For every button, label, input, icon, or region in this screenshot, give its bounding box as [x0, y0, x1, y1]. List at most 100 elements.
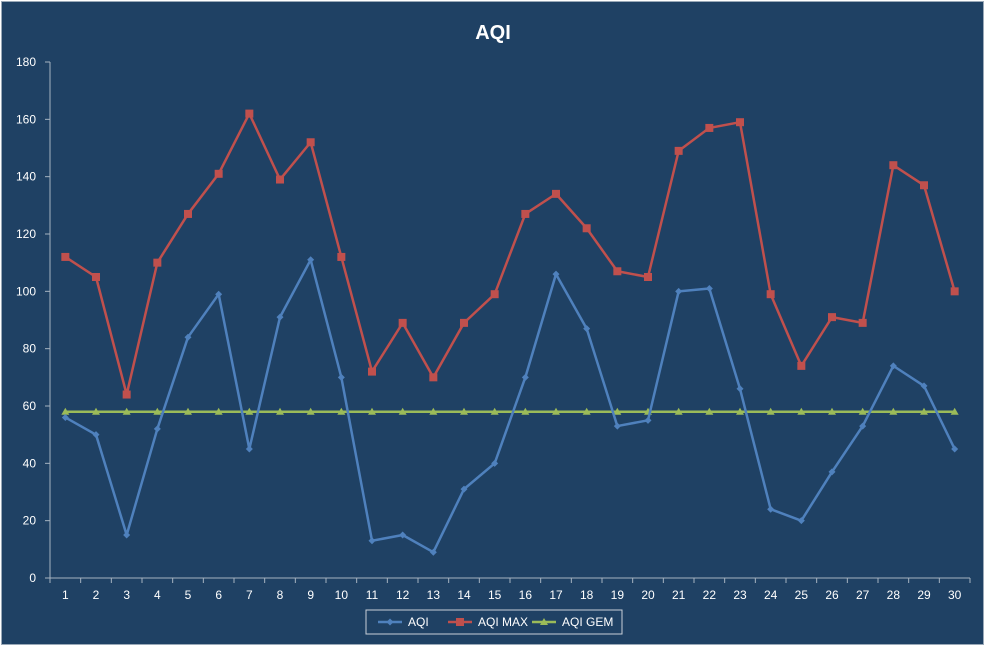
- data-point-aqi-max: [582, 224, 591, 233]
- legend-label-aqi-gem: AQI GEM: [562, 615, 613, 629]
- legend: AQI AQI MAX AQI GEM: [365, 609, 623, 635]
- data-point-aqi-gem: [674, 407, 683, 415]
- data-point-aqi-gem: [398, 407, 407, 415]
- data-point-aqi: [307, 256, 315, 264]
- data-point-aqi-gem: [153, 407, 162, 415]
- data-point-aqi-max: [306, 138, 315, 147]
- data-point-aqi-gem: [92, 407, 100, 415]
- data-point-aqi-gem: [828, 407, 836, 415]
- y-tick-label: 60: [23, 399, 37, 413]
- data-point-aqi-max: [766, 290, 775, 299]
- data-point-aqi: [491, 459, 499, 467]
- y-tick-label: 120: [16, 227, 36, 241]
- data-point-aqi: [951, 445, 959, 453]
- data-point-aqi-max: [368, 367, 376, 376]
- data-point-aqi: [521, 373, 529, 381]
- legend-box: [365, 609, 623, 635]
- data-point-aqi-gem: [521, 407, 530, 415]
- x-tick-label: 3: [123, 588, 130, 602]
- x-tick-label: 9: [307, 588, 314, 602]
- data-point-aqi-gem: [61, 407, 70, 415]
- y-tick-label: 140: [16, 170, 36, 184]
- data-point-aqi-gem: [797, 407, 806, 415]
- data-point-aqi-gem: [950, 407, 959, 415]
- y-tick-label: 160: [16, 112, 36, 126]
- data-point-aqi: [705, 284, 713, 292]
- data-point-aqi-max: [674, 146, 683, 155]
- data-point-aqi-max: [214, 169, 223, 178]
- data-point-aqi-gem: [368, 407, 376, 415]
- x-tick-label: 27: [856, 588, 870, 602]
- x-tick-label: 5: [185, 588, 192, 602]
- data-point-aqi-gem: [858, 407, 867, 415]
- data-point-aqi-gem: [245, 407, 254, 415]
- data-point-aqi-gem: [460, 407, 468, 415]
- x-tick-label: 22: [703, 588, 717, 602]
- data-point-aqi: [399, 531, 407, 539]
- x-tick-label: 24: [764, 588, 778, 602]
- data-point-aqi-gem: [920, 407, 928, 415]
- data-point-aqi-max: [122, 390, 131, 399]
- data-point-aqi: [276, 313, 284, 321]
- data-point-aqi-max: [337, 252, 346, 261]
- x-tick-label: 19: [611, 588, 625, 602]
- x-tick-label: 13: [427, 588, 441, 602]
- data-point-aqi-gem: [705, 407, 714, 415]
- data-point-aqi: [583, 325, 591, 333]
- data-point-aqi-max: [184, 209, 192, 218]
- data-point-aqi-max: [490, 290, 499, 299]
- x-tick-label: 21: [672, 588, 686, 602]
- series-aqi-max: [61, 109, 959, 399]
- data-point-aqi-gem: [122, 407, 131, 415]
- data-point-aqi-max: [276, 175, 284, 184]
- x-tick-label: 7: [246, 588, 253, 602]
- data-point-aqi-max: [644, 273, 652, 281]
- x-tick-label: 29: [917, 588, 931, 602]
- x-tick-label: 15: [488, 588, 502, 602]
- data-point-aqi: [245, 445, 253, 453]
- x-tick-label: 23: [733, 588, 747, 602]
- data-point-aqi: [368, 537, 376, 545]
- data-point-aqi: [613, 422, 621, 430]
- data-point-aqi-max: [245, 109, 254, 118]
- y-tick-label: 180: [16, 55, 36, 69]
- y-tick-label: 40: [23, 456, 37, 470]
- x-tick-label: 25: [795, 588, 809, 602]
- series-layer: [61, 109, 959, 556]
- data-point-aqi-max: [153, 258, 162, 267]
- data-point-aqi-max: [521, 209, 530, 218]
- data-point-aqi: [767, 505, 775, 513]
- x-tick-label: 28: [887, 588, 901, 602]
- data-point-aqi-max: [92, 273, 100, 281]
- legend-marker-aqi: [386, 618, 394, 626]
- data-point-aqi: [92, 431, 100, 439]
- data-point-aqi-gem: [306, 407, 315, 415]
- x-tick-label: 26: [825, 588, 839, 602]
- data-point-aqi-gem: [184, 407, 192, 415]
- data-point-aqi: [184, 333, 192, 341]
- data-point-aqi-gem: [613, 407, 622, 415]
- x-tick-label: 12: [396, 588, 410, 602]
- legend-marker-aqi-gem: [540, 618, 548, 625]
- data-point-aqi-gem: [490, 407, 499, 415]
- x-tick-label: 16: [519, 588, 533, 602]
- x-tick-label: 8: [277, 588, 284, 602]
- data-point-aqi: [61, 413, 69, 421]
- data-point-aqi-gem: [429, 407, 438, 415]
- data-point-aqi-max: [889, 161, 898, 170]
- data-point-aqi: [429, 548, 437, 556]
- legend-label-aqi-max: AQI MAX: [478, 615, 528, 629]
- chart-title: AQI: [475, 22, 511, 44]
- y-tick-label: 80: [23, 342, 37, 356]
- legend-marker-aqi-max: [456, 618, 464, 626]
- data-point-aqi: [736, 385, 744, 393]
- data-point-aqi: [552, 270, 560, 278]
- data-point-aqi-max: [950, 287, 959, 296]
- data-point-aqi: [797, 517, 805, 525]
- data-point-aqi-max: [429, 373, 438, 382]
- data-point-aqi-gem: [889, 407, 898, 415]
- series-aqi: [61, 256, 959, 556]
- legend-label-aqi: AQI: [408, 615, 429, 629]
